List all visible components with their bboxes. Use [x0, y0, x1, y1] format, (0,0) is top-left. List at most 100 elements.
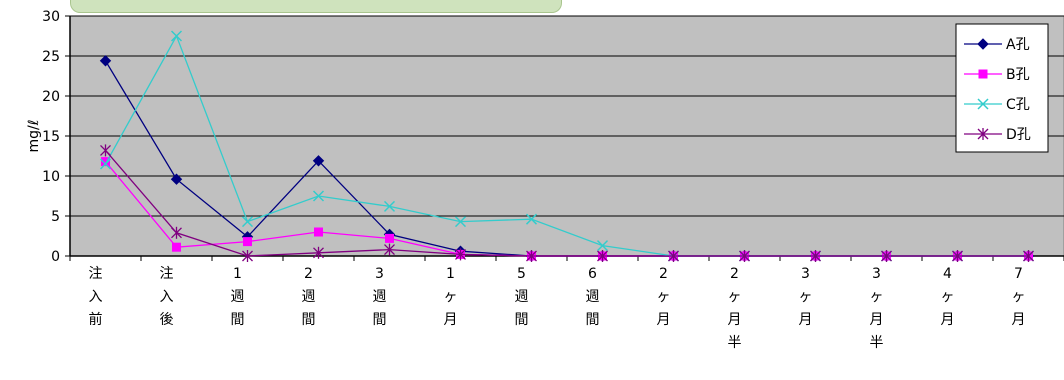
x-tick-label: 2 — [304, 266, 313, 282]
x-tick-label: 週 — [302, 289, 316, 305]
data-point — [525, 213, 538, 225]
y-tick-label: 15 — [42, 129, 60, 145]
x-tick-label: 3 — [801, 266, 810, 282]
y-tick-label: 0 — [51, 249, 60, 265]
x-tick-label: 1 — [233, 266, 242, 282]
data-point — [881, 250, 892, 262]
data-point — [978, 69, 988, 79]
data-point — [977, 38, 989, 50]
x-tick-label: 入 — [89, 289, 103, 305]
legend-entry: C孔 — [964, 97, 1030, 113]
x-tick-label: 半 — [870, 335, 884, 351]
x-tick-label: 半 — [728, 335, 742, 351]
series-layer — [99, 30, 1035, 262]
x-tick-label: 5 — [517, 266, 526, 282]
y-tick-label: 10 — [42, 169, 60, 185]
data-point — [100, 144, 111, 157]
x-tick-label: 月 — [444, 312, 458, 328]
data-point — [99, 55, 112, 67]
y-axis-label: mg/ℓ — [26, 119, 42, 152]
x-tick-label: 月 — [941, 312, 955, 328]
x-tick-label: 月 — [870, 312, 884, 328]
data-point — [312, 190, 325, 202]
x-tick-label: 間 — [302, 312, 316, 328]
data-point — [172, 242, 181, 252]
data-point — [314, 227, 323, 237]
data-point — [99, 158, 112, 170]
data-point — [170, 30, 183, 42]
x-tick-label: 間 — [586, 312, 600, 328]
data-point — [668, 250, 679, 262]
x-tick-label: 前 — [89, 311, 103, 328]
x-tick-label: 後 — [160, 312, 174, 328]
legend-label: C孔 — [1006, 97, 1030, 113]
x-tick-label: ヶ — [1012, 289, 1026, 305]
legend-entry: D孔 — [964, 127, 1031, 143]
x-tick-label: 間 — [515, 312, 529, 328]
data-point — [170, 173, 183, 185]
data-point — [739, 250, 750, 262]
x-tick-label: 間 — [231, 312, 245, 328]
data-point — [596, 240, 609, 252]
x-tick-label: 注 — [89, 266, 103, 282]
x-tick-label: 3 — [872, 266, 881, 282]
series-D孔 — [100, 144, 1034, 262]
x-tick-label: 1 — [446, 266, 455, 282]
data-point — [384, 243, 395, 256]
legend-label: A孔 — [1006, 37, 1030, 53]
data-point — [597, 250, 608, 262]
data-point — [243, 237, 252, 247]
x-tick-label: ヶ — [941, 289, 955, 305]
y-tick-label: 25 — [42, 49, 60, 65]
x-tick-label: ヶ — [799, 289, 813, 305]
data-point — [383, 200, 396, 212]
data-point — [1023, 250, 1034, 262]
data-point — [810, 250, 821, 262]
x-tick-label: ヶ — [444, 289, 458, 305]
x-tick-label: 月 — [728, 312, 742, 328]
y-tick-label: 30 — [42, 9, 60, 25]
legend-box — [955, 23, 1049, 153]
legend-entry: B孔 — [964, 67, 1030, 83]
x-tick-label: 週 — [586, 289, 600, 305]
data-point — [526, 250, 537, 262]
y-tick-label: 5 — [51, 209, 60, 225]
data-point — [101, 157, 110, 167]
legend-label: D孔 — [1006, 127, 1031, 143]
y-axis-ticks: 0 5 10 15 20 25 30 — [42, 9, 70, 265]
top-banner-decoration — [70, 0, 562, 13]
data-point — [977, 128, 989, 140]
data-point — [385, 233, 394, 243]
x-tick-label: 注 — [160, 266, 174, 282]
data-point — [952, 250, 963, 262]
x-tick-label: 3 — [375, 266, 384, 282]
x-tick-label: 月 — [1012, 312, 1026, 328]
data-point — [242, 250, 253, 262]
x-tick-label: 4 — [943, 266, 952, 282]
x-tick-label: 週 — [515, 289, 529, 305]
x-tick-label: 月 — [799, 312, 813, 328]
data-point — [241, 216, 254, 228]
data-point — [977, 98, 989, 110]
data-point — [454, 216, 467, 228]
x-axis-ticks: 注入前 注入後 1 週間 2 週間 3 週間 1 ヶ月 5 週間 6 週間 2 ヶ月 2 ヶ月半 3 ヶ月 3 ヶ月半 4 ヶ… — [69, 256, 1064, 351]
x-tick-label: 2 — [659, 266, 668, 282]
legend: A孔 B孔 C孔 D孔 — [955, 23, 1049, 153]
legend-label: B孔 — [1006, 67, 1030, 83]
x-tick-label: 月 — [657, 312, 671, 328]
data-point — [171, 226, 182, 239]
data-point — [455, 248, 466, 261]
x-tick-label: 週 — [231, 289, 245, 305]
series-line — [105, 149, 1029, 257]
x-tick-label: 週 — [373, 289, 387, 305]
x-tick-label: 間 — [373, 312, 387, 328]
y-tick-label: 20 — [42, 89, 60, 105]
data-point — [313, 246, 324, 259]
data-point — [312, 155, 325, 167]
x-tick-label: 入 — [160, 289, 174, 305]
x-tick-label: 6 — [588, 266, 597, 282]
legend-entry: A孔 — [964, 37, 1030, 53]
x-tick-label: 2 — [730, 266, 739, 282]
x-tick-label: ヶ — [728, 289, 742, 305]
